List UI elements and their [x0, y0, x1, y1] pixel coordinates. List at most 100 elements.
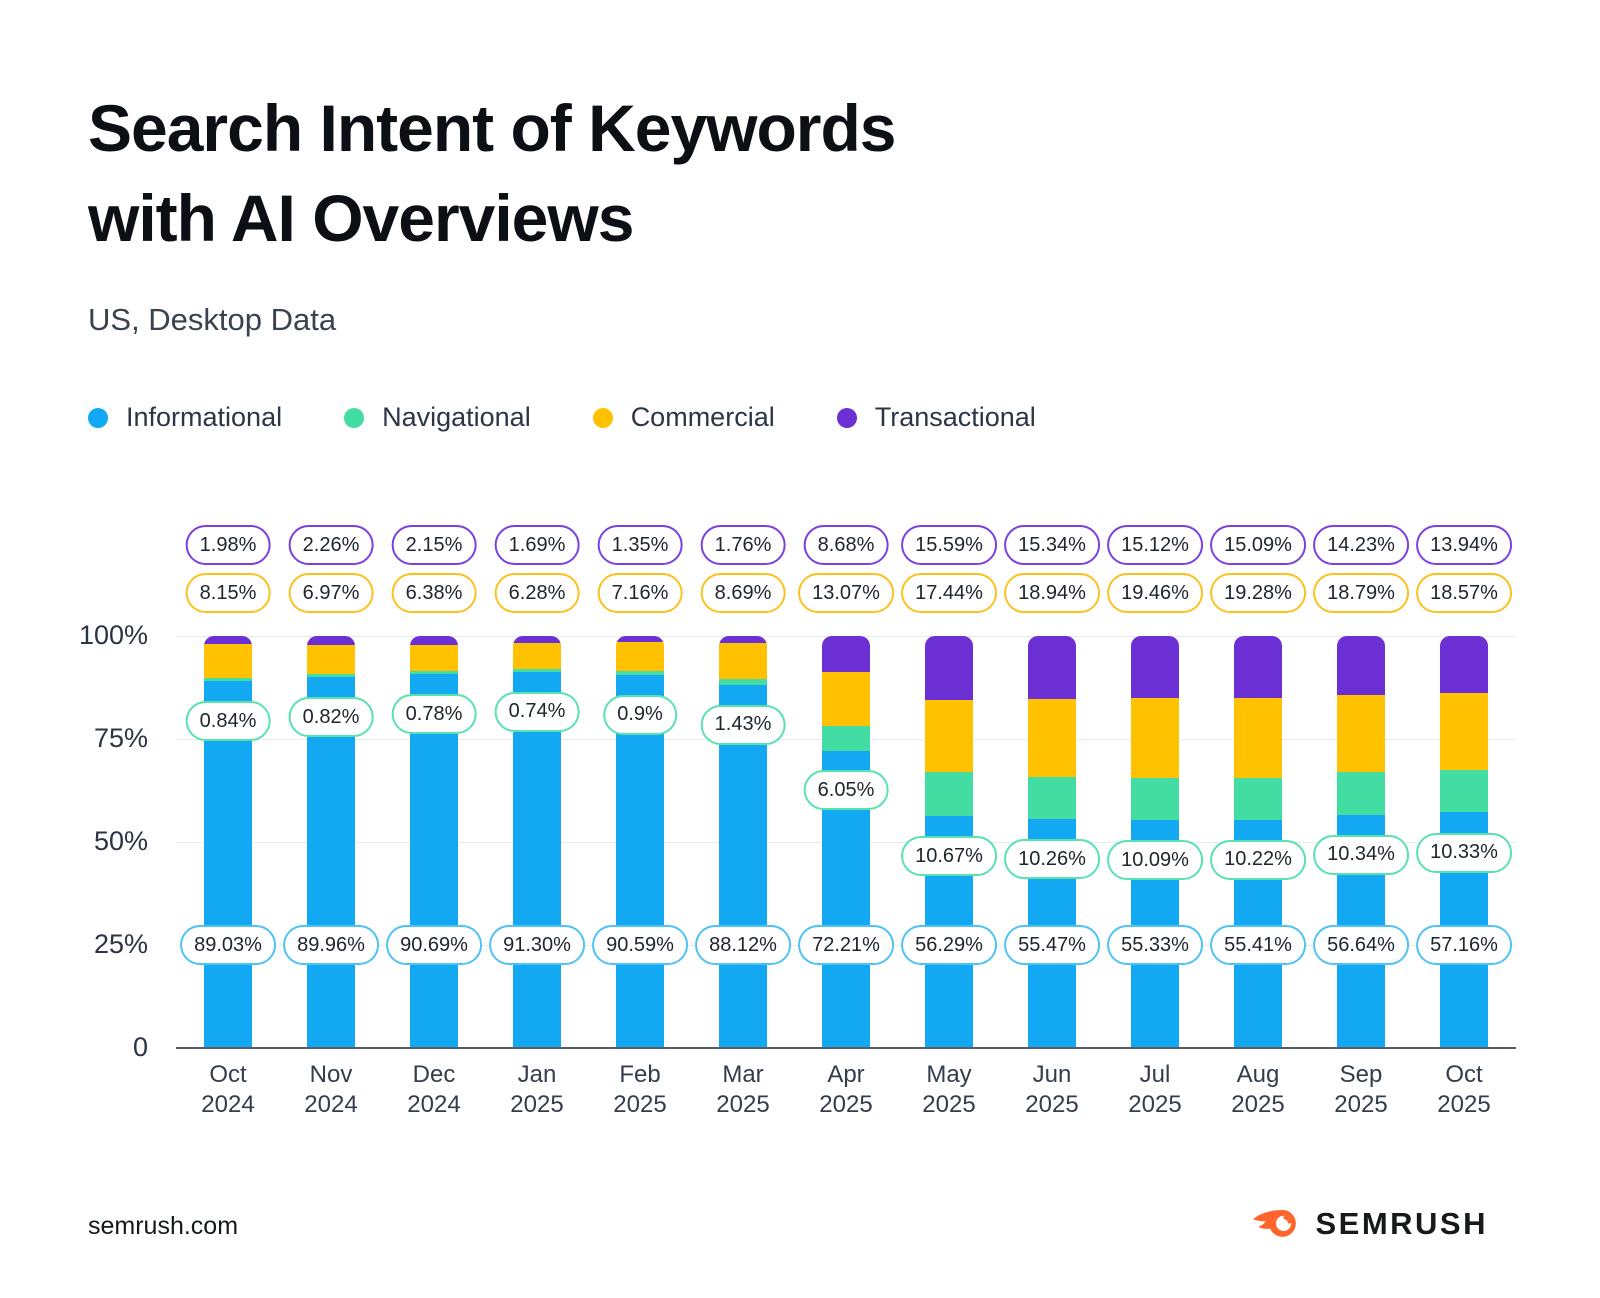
semrush-wordmark: SEMRUSH — [1315, 1206, 1488, 1241]
x-axis-label-month: Feb — [619, 1061, 661, 1088]
x-axis-label: Mar 2025 — [716, 1060, 769, 1120]
page-subtitle: US, Desktop Data — [88, 302, 337, 337]
value-badge-navigational: 1.43% — [700, 704, 786, 745]
bar-column-oct-2024 — [204, 636, 252, 1048]
legend-item-navigational: Navigational — [344, 402, 531, 433]
value-badge-informational: 55.41% — [1210, 925, 1306, 965]
value-badge-commercial: 6.97% — [288, 573, 374, 613]
y-axis-tick-label: 100% — [78, 619, 148, 650]
bar-segment-navigational — [1440, 769, 1488, 813]
value-badge-navigational: 0.78% — [391, 694, 477, 735]
x-axis-label-year: 2025 — [613, 1091, 667, 1118]
x-axis-label: Oct 2024 — [201, 1060, 254, 1120]
value-badge-navigational: 10.09% — [1107, 840, 1203, 881]
x-axis-label: Feb 2025 — [613, 1060, 666, 1120]
value-badge-informational: 57.16% — [1416, 925, 1512, 965]
bar-segment-transactional — [307, 636, 355, 646]
bar-segment-commercial — [410, 644, 458, 672]
x-axis-label: Dec 2024 — [407, 1060, 460, 1120]
x-axis-label: Apr 2025 — [819, 1060, 872, 1120]
bar-segment-transactional — [719, 636, 767, 644]
bar-segment-commercial — [204, 644, 252, 678]
value-badge-transactional: 2.26% — [288, 525, 374, 565]
bar-segment-commercial — [616, 641, 664, 672]
x-axis-label-month: Jun — [1032, 1061, 1072, 1088]
value-badge-informational: 90.69% — [386, 925, 482, 965]
bar-column-mar-2025 — [719, 636, 767, 1048]
bar-segment-navigational — [513, 668, 561, 672]
value-badge-informational: 56.29% — [901, 925, 997, 965]
value-badge-transactional: 8.68% — [803, 525, 889, 565]
value-badge-transactional: 15.34% — [1004, 525, 1100, 565]
bar-segment-informational — [513, 671, 561, 1048]
value-badge-navigational: 0.74% — [494, 691, 580, 732]
x-axis-label-month: Sep — [1339, 1061, 1383, 1088]
value-badge-commercial: 17.44% — [901, 573, 997, 613]
x-axis-label: Aug 2025 — [1231, 1060, 1284, 1120]
bar-segment-commercial — [719, 643, 767, 680]
x-axis-label: Sep 2025 — [1334, 1060, 1387, 1120]
bar-segment-commercial — [307, 645, 355, 675]
legend-dot-commercial-icon — [592, 407, 613, 428]
bar-segment-navigational — [1337, 772, 1385, 815]
legend-dot-informational-icon — [88, 407, 108, 428]
x-axis-label: Jan 2025 — [510, 1060, 563, 1120]
x-axis-label-year: 2025 — [1334, 1091, 1388, 1118]
bar-segment-transactional — [410, 636, 458, 645]
x-axis-label-month: Jan — [517, 1061, 557, 1088]
bar-segment-navigational — [1234, 777, 1282, 820]
legend-dot-transactional-icon — [836, 407, 857, 428]
bar-segment-informational — [719, 684, 767, 1048]
value-badge-commercial: 6.28% — [494, 573, 580, 613]
bar-segment-navigational — [616, 671, 664, 675]
value-badge-transactional: 15.12% — [1107, 525, 1203, 565]
bar-segment-navigational — [307, 674, 355, 678]
legend-item-informational: Informational — [88, 402, 282, 433]
semrush-logo: SEMRUSH — [1252, 1206, 1488, 1242]
bar-segment-navigational — [719, 679, 767, 685]
legend-item-commercial: Commercial — [592, 402, 775, 433]
value-badge-transactional: 15.59% — [901, 525, 997, 565]
value-badge-commercial: 6.38% — [391, 573, 477, 613]
x-axis-label-month: Mar — [722, 1061, 764, 1088]
x-axis-label: Jul 2025 — [1128, 1060, 1181, 1120]
value-badge-navigational: 0.82% — [288, 697, 374, 738]
x-axis-label-year: 2025 — [510, 1091, 564, 1118]
bar-segment-navigational — [1131, 778, 1179, 821]
value-badge-commercial: 8.15% — [185, 573, 271, 613]
value-badge-navigational: 10.34% — [1313, 834, 1409, 875]
bar-segment-transactional — [1440, 636, 1488, 694]
legend-label: Transactional — [874, 402, 1036, 432]
legend-label: Navigational — [382, 402, 531, 432]
x-axis-label-year: 2025 — [1437, 1091, 1491, 1118]
value-badge-commercial: 18.79% — [1313, 573, 1409, 613]
value-badge-navigational: 0.84% — [185, 701, 271, 742]
bar-segment-commercial — [1440, 693, 1488, 770]
x-axis-label-year: 2025 — [819, 1091, 873, 1118]
x-axis-label-year: 2025 — [1025, 1091, 1079, 1118]
x-axis-label-year: 2024 — [201, 1091, 255, 1118]
footer-url: semrush.com — [88, 1212, 239, 1240]
value-badge-transactional: 1.76% — [700, 525, 786, 565]
x-axis-label: Nov 2024 — [304, 1060, 357, 1120]
value-badge-informational: 88.12% — [695, 925, 791, 965]
x-axis-label-year: 2025 — [922, 1091, 976, 1118]
legend-label: Commercial — [630, 402, 775, 432]
x-axis-label-month: Oct — [1445, 1061, 1483, 1088]
x-axis-label-year: 2025 — [1231, 1091, 1285, 1118]
bar-segment-navigational — [1028, 777, 1076, 820]
y-axis-tick-label: 25% — [93, 928, 148, 959]
y-axis-tick-label: 75% — [93, 722, 148, 753]
bar-segment-informational — [307, 677, 355, 1048]
x-axis-label-month: Nov — [309, 1061, 353, 1088]
y-axis-tick-label: 0 — [132, 1031, 148, 1062]
value-badge-informational: 89.03% — [180, 925, 276, 965]
x-axis-label-year: 2024 — [407, 1091, 461, 1118]
value-badge-commercial: 18.57% — [1416, 573, 1512, 613]
value-badge-informational: 89.96% — [283, 925, 379, 965]
value-badge-transactional: 1.69% — [494, 525, 580, 565]
bar-segment-navigational — [410, 671, 458, 675]
x-axis-label-month: Jul — [1139, 1061, 1171, 1088]
bar-segment-transactional — [925, 636, 973, 701]
